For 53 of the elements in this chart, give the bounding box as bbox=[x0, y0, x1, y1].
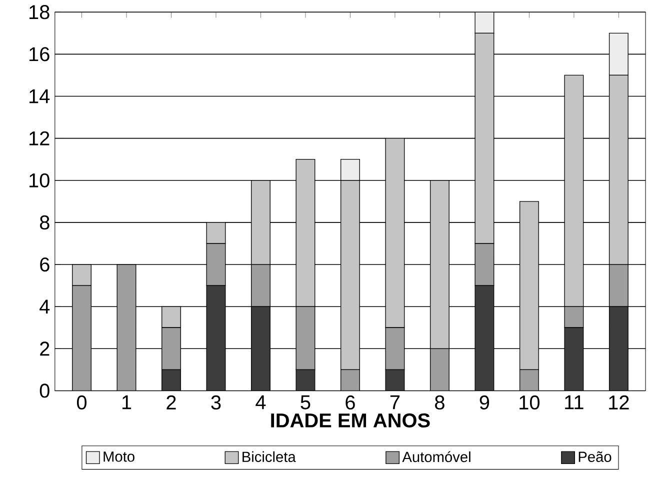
x-tick-label: 12 bbox=[609, 396, 629, 410]
bar bbox=[430, 348, 450, 391]
legend-label: Moto bbox=[104, 452, 134, 462]
y-tick-label: 2 bbox=[40, 342, 50, 356]
x-tick-label: 7 bbox=[390, 396, 400, 410]
bar bbox=[608, 264, 628, 308]
bar bbox=[340, 159, 360, 181]
x-tick-label: 5 bbox=[300, 396, 310, 410]
bar bbox=[162, 369, 181, 391]
bar bbox=[608, 306, 628, 391]
x-tick-label: 10 bbox=[520, 396, 540, 410]
x-tick-label: 3 bbox=[211, 396, 221, 410]
y-tick-label: 0 bbox=[40, 384, 50, 398]
y-tick-label: 12 bbox=[30, 131, 50, 146]
bar bbox=[608, 32, 628, 76]
bar bbox=[162, 306, 181, 328]
bar bbox=[296, 306, 316, 370]
x-tick-label: 6 bbox=[346, 396, 355, 410]
y-tick-label: 10 bbox=[30, 173, 50, 188]
y-tick-label: 6 bbox=[40, 258, 50, 272]
bar bbox=[116, 264, 136, 391]
y-tick-label: 16 bbox=[30, 47, 50, 62]
legend-label: Bicicleta bbox=[242, 451, 296, 462]
bar bbox=[564, 306, 584, 328]
x-tick-label: 8 bbox=[435, 396, 444, 410]
x-tick-label: 0 bbox=[76, 396, 87, 410]
bar bbox=[206, 243, 226, 286]
y-tick-label: 14 bbox=[30, 89, 50, 104]
bar bbox=[519, 369, 539, 391]
legend-label: Automóvel bbox=[402, 451, 470, 462]
bar bbox=[72, 285, 92, 391]
x-tick-label: 2 bbox=[166, 396, 176, 410]
bar bbox=[474, 12, 494, 34]
bar bbox=[251, 306, 270, 391]
x-axis-title: IDADE EM ANOS bbox=[271, 413, 430, 428]
legend-label: Peão bbox=[578, 451, 612, 462]
bar bbox=[385, 369, 405, 391]
y-tick-label: 4 bbox=[40, 300, 50, 314]
bar bbox=[474, 243, 494, 286]
y-tick-label: 18 bbox=[30, 5, 50, 20]
x-tick-label: 1 bbox=[122, 396, 132, 410]
bar bbox=[385, 327, 405, 370]
x-tick-label: 4 bbox=[256, 396, 266, 410]
bar bbox=[206, 285, 226, 391]
bar bbox=[296, 369, 316, 391]
x-tick-label: 9 bbox=[480, 396, 490, 410]
bar bbox=[474, 285, 494, 391]
y-tick-label: 8 bbox=[40, 215, 50, 230]
bar bbox=[340, 369, 360, 391]
x-tick-label: 11 bbox=[565, 396, 584, 410]
bar bbox=[251, 264, 270, 308]
bar bbox=[162, 327, 181, 370]
bar bbox=[564, 327, 584, 391]
